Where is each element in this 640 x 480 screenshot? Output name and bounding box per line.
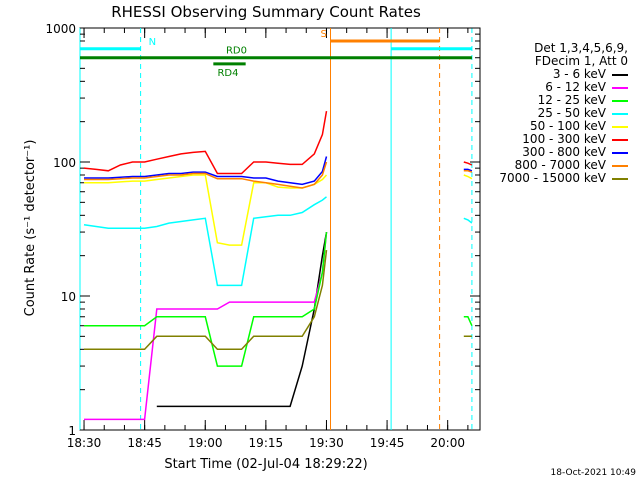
legend-item-50-100-kev: 50 - 100 keV (530, 120, 628, 133)
legend-label: 3 - 6 keV (552, 67, 606, 81)
series-line-25-50-kev (83, 196, 473, 287)
series-line-100-300-kev (83, 110, 473, 175)
series-line-3-6-kev (156, 231, 328, 408)
legend-item-300-800-kev: 300 - 800 keV (522, 146, 628, 159)
legend-swatch (612, 99, 628, 102)
legend-label: 6 - 12 keV (545, 80, 606, 94)
legend-label: 12 - 25 keV (537, 93, 606, 107)
legend-swatch (612, 164, 628, 167)
y-tick-label-1: 10 (61, 290, 76, 304)
y-tick-label-2: 100 (53, 156, 76, 170)
x-axis-label: Start Time (02-Jul-04 18:29:22) (164, 457, 367, 472)
generation-timestamp: 18-Oct-2021 10:49 (550, 468, 636, 478)
x-tick-label-3: 19:15 (249, 436, 284, 450)
x-tick-label-6: 20:00 (430, 436, 465, 450)
legend-swatch (612, 125, 628, 128)
y-tick-label-3: 1000 (45, 22, 76, 36)
legend-item-6-12-kev: 6 - 12 keV (545, 81, 628, 94)
legend-label: 25 - 50 keV (537, 106, 606, 120)
y-axis-label: Count Rate (s⁻¹ detector⁻¹) (23, 140, 38, 317)
legend-swatch (612, 177, 628, 180)
series-line-300-800-kev (84, 156, 473, 186)
series-line-7000-15000-kev (84, 250, 472, 351)
legend-item-25-50-kev: 25 - 50 keV (538, 107, 628, 120)
flag-label-rd4: RD4 (217, 68, 238, 79)
series-line-12-25-kev (84, 232, 473, 367)
legend-label: 7000 - 15000 keV (499, 171, 606, 185)
x-tick-label-5: 19:45 (370, 436, 405, 450)
series-line-800-7000-kev (84, 161, 473, 189)
legend-swatch (612, 138, 628, 141)
legend-item-12-25-kev: 12 - 25 keV (538, 94, 628, 107)
x-tick-label-4: 19:30 (309, 436, 344, 450)
x-tick-label-1: 18:45 (127, 436, 162, 450)
legend-swatch (612, 86, 628, 89)
legend-header-decimation: FDecim 1, Att 0 (534, 54, 628, 68)
legend-item-7000-15000-kev: 7000 - 15000 keV (499, 172, 628, 185)
legend-swatch (612, 73, 628, 76)
legend-swatch (612, 112, 628, 115)
legend-label: 800 - 7000 keV (514, 158, 606, 172)
x-tick-label-2: 19:00 (188, 436, 223, 450)
legend-item-3-6-kev: 3 - 6 keV (553, 68, 628, 81)
x-tick-label-0: 18:30 (67, 436, 102, 450)
legend-label: 100 - 300 keV (522, 132, 606, 146)
plot-area: 18:30 18:45 19:00 19:15 19:30 19:45 20:00 1 10 10… (45, 22, 481, 450)
flag-label-rd0: RD0 (226, 46, 247, 57)
legend-swatch (612, 151, 628, 154)
legend-header-detectors: Det 1,3,4,5,6,9, (534, 41, 628, 55)
legend-item-100-300-kev: 100 - 300 keV (522, 133, 628, 146)
series-line-6-12-kev (84, 232, 328, 421)
legend-label: 300 - 800 keV (522, 145, 606, 159)
legend-label: 50 - 100 keV (529, 119, 606, 133)
chart-title: RHESSI Observing Summary Count Rates (111, 3, 421, 21)
series-line-50-100-kev (84, 174, 473, 246)
flag-label-n: N (149, 37, 156, 48)
flag-label-s: S (321, 29, 327, 40)
y-tick-label-0: 1 (68, 424, 76, 438)
legend-item-800-7000-kev: 800 - 7000 keV (515, 159, 628, 172)
